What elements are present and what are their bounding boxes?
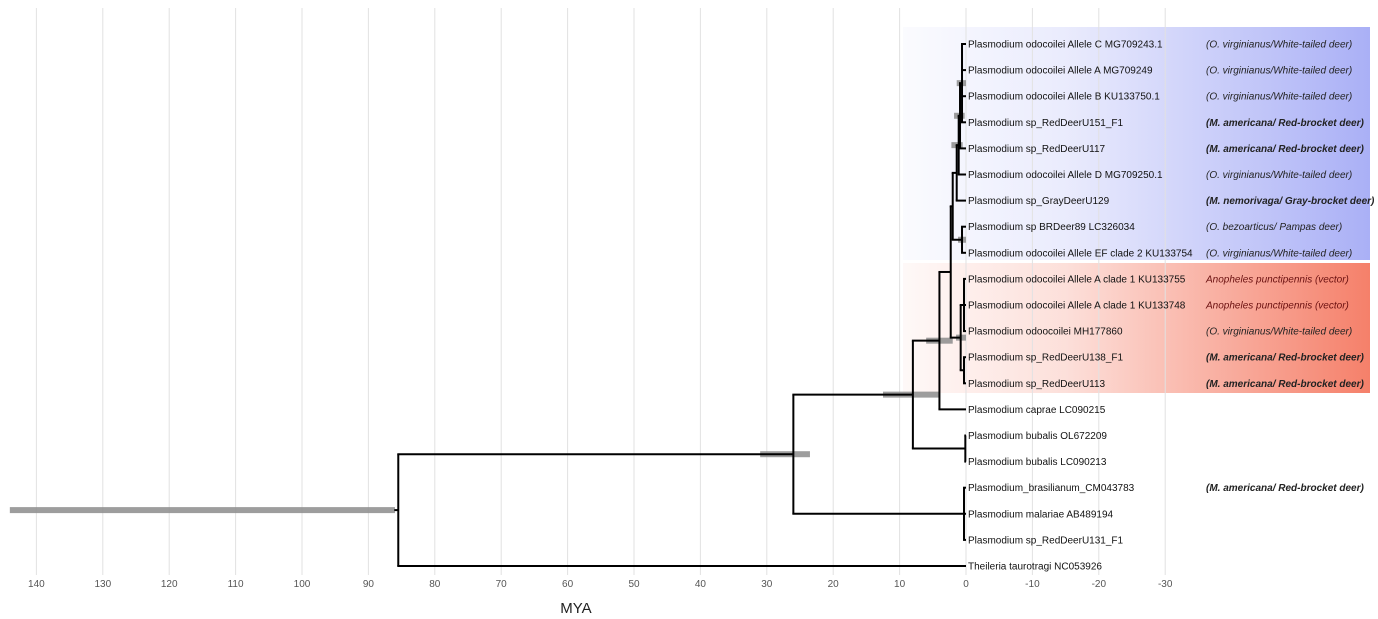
host-label: (O. virginianus/White-tailed deer) bbox=[1206, 248, 1352, 259]
axis-tick-label: 90 bbox=[363, 579, 375, 590]
taxon-label: Plasmodium_brasilianum_CM043783 bbox=[968, 483, 1135, 494]
axis-tick-label: 10 bbox=[894, 579, 906, 590]
time-axis: 140 130 120 110 100 90 80 70 60 50 40 30 20 10 0 -10 -20… bbox=[28, 579, 1173, 590]
tree-branches bbox=[394, 43, 967, 567]
axis-tick-label: 110 bbox=[228, 579, 244, 590]
tip-labels: Plasmodium odocoilei Allele C MG709243.1… bbox=[968, 40, 1193, 573]
axis-tick-label: -10 bbox=[1025, 579, 1040, 590]
taxon-label: Plasmodium odocoilei Allele A MG709249 bbox=[968, 66, 1153, 77]
axis-tick-label: 100 bbox=[294, 579, 311, 590]
clade-shading bbox=[903, 27, 1370, 393]
hpd-bar bbox=[9, 507, 395, 514]
node-age-error-bars bbox=[9, 80, 966, 514]
host-label: Anopheles punctipennis (vector) bbox=[1205, 274, 1349, 285]
axis-tick-label: 30 bbox=[761, 579, 773, 590]
host-label: (M. americana/ Red-brocket deer) bbox=[1206, 379, 1364, 390]
host-label: (O. virginianus/White-tailed deer) bbox=[1206, 40, 1352, 51]
axis-tick-label: 20 bbox=[828, 579, 840, 590]
axis-tick-label: -30 bbox=[1158, 579, 1173, 590]
taxon-label: Plasmodium odocoilei Allele C MG709243.1 bbox=[968, 40, 1163, 51]
host-label: (M. nemorivaga/ Gray-brocket deer) bbox=[1206, 196, 1375, 207]
taxon-label: Plasmodium sp BRDeer89 LC326034 bbox=[968, 222, 1135, 233]
axis-tick-label: 60 bbox=[562, 579, 574, 590]
taxon-label: Plasmodium sp_RedDeerU131_F1 bbox=[968, 535, 1124, 546]
host-label: (M. americana/ Red-brocket deer) bbox=[1206, 118, 1364, 129]
host-label: (O. virginianus/White-tailed deer) bbox=[1206, 66, 1352, 77]
clade-highlight-red bbox=[903, 263, 1370, 393]
host-labels: (O. virginianus/White-tailed deer) (O. vi… bbox=[1205, 40, 1375, 495]
taxon-label: Plasmodium odoocoilei MH177860 bbox=[968, 327, 1123, 338]
taxon-label: Plasmodium odocoilei Allele A clade 1 KU… bbox=[968, 301, 1186, 312]
taxon-label: Plasmodium odocoilei Allele EF clade 2 K… bbox=[968, 248, 1193, 259]
time-gridlines bbox=[35, 8, 1166, 575]
host-label: (O. virginianus/White-tailed deer) bbox=[1206, 170, 1352, 181]
host-label: Anopheles punctipennis (vector) bbox=[1205, 301, 1349, 312]
taxon-label: Plasmodium sp_RedDeerU138_F1 bbox=[968, 353, 1124, 364]
axis-tick-label: 70 bbox=[496, 579, 508, 590]
taxon-label: Theileria taurotragi NC053926 bbox=[968, 562, 1102, 573]
taxon-label: Plasmodium bubalis OL672209 bbox=[968, 431, 1107, 442]
axis-title: MYA bbox=[560, 600, 591, 617]
taxon-label: Plasmodium sp_GrayDeerU129 bbox=[968, 196, 1110, 207]
host-label: (M. americana/ Red-brocket deer) bbox=[1206, 483, 1364, 494]
taxon-label: Plasmodium odocoilei Allele A clade 1 KU… bbox=[968, 274, 1186, 285]
taxon-label: Plasmodium bubalis LC090213 bbox=[968, 457, 1107, 468]
axis-tick-label: 140 bbox=[28, 579, 45, 590]
axis-tick-label: 0 bbox=[963, 579, 969, 590]
taxon-label: Plasmodium odocoilei Allele D MG709250.1 bbox=[968, 170, 1163, 181]
host-label: (O. bezoarticus/ Pampas deer) bbox=[1206, 222, 1342, 233]
axis-tick-label: 80 bbox=[429, 579, 441, 590]
host-label: (M. americana/ Red-brocket deer) bbox=[1206, 353, 1364, 364]
host-label: (O. virginianus/White-tailed deer) bbox=[1206, 327, 1352, 338]
axis-tick-label: -20 bbox=[1092, 579, 1107, 590]
clade-highlight-blue bbox=[903, 27, 1370, 260]
taxon-label: Plasmodium odocoilei Allele B KU133750.1 bbox=[968, 92, 1160, 103]
taxon-label: Plasmodium sp_RedDeerU151_F1 bbox=[968, 118, 1124, 129]
host-label: (M. americana/ Red-brocket deer) bbox=[1206, 144, 1364, 155]
taxon-label: Plasmodium caprae LC090215 bbox=[968, 405, 1106, 416]
taxon-label: Plasmodium sp_RedDeerU113 bbox=[968, 379, 1106, 390]
taxon-label: Plasmodium sp_RedDeerU117 bbox=[968, 144, 1106, 155]
host-label: (O. virginianus/White-tailed deer) bbox=[1206, 92, 1352, 103]
axis-tick-label: 130 bbox=[94, 579, 111, 590]
axis-tick-label: 120 bbox=[161, 579, 178, 590]
taxon-label: Plasmodium malariae AB489194 bbox=[968, 509, 1114, 520]
axis-tick-label: 50 bbox=[628, 579, 640, 590]
axis-tick-label: 40 bbox=[695, 579, 707, 590]
